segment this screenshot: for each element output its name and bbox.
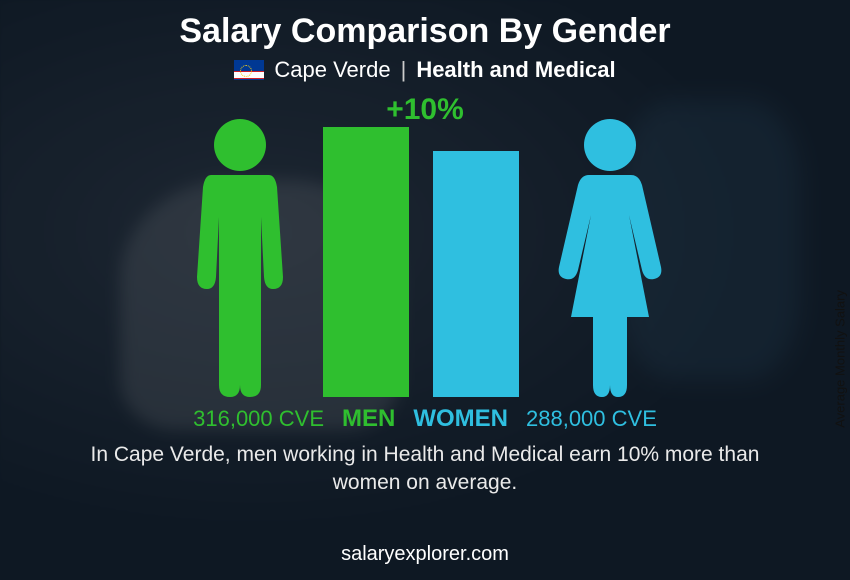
separator: | xyxy=(401,57,407,83)
bar-women xyxy=(433,151,519,397)
men-label: MEN xyxy=(342,405,395,433)
women-salary: 288,000 CVE xyxy=(526,406,657,432)
category-label: Health and Medical xyxy=(416,57,615,83)
page-title: Salary Comparison By Gender xyxy=(179,12,670,51)
chart-area: +10% 316,000 CVE MEN WOMEN 288,000 CVE xyxy=(75,93,775,433)
bar-men xyxy=(323,127,409,397)
y-axis-label: Average Monthly Salary xyxy=(833,290,848,428)
women-label: WOMEN xyxy=(413,405,508,433)
country-label: Cape Verde xyxy=(274,57,390,83)
men-salary: 316,000 CVE xyxy=(193,406,324,432)
content-container: Salary Comparison By Gender Cape Verde |… xyxy=(0,0,850,580)
male-icon xyxy=(175,117,305,397)
subtitle-row: Cape Verde | Health and Medical xyxy=(234,57,615,83)
female-icon xyxy=(545,117,675,397)
percentage-label: +10% xyxy=(386,93,464,127)
flag-icon xyxy=(234,60,264,80)
footer-text: salaryexplorer.com xyxy=(0,543,850,566)
bottom-labels: 316,000 CVE MEN WOMEN 288,000 CVE xyxy=(75,405,775,433)
summary-text: In Cape Verde, men working in Health and… xyxy=(55,441,795,498)
